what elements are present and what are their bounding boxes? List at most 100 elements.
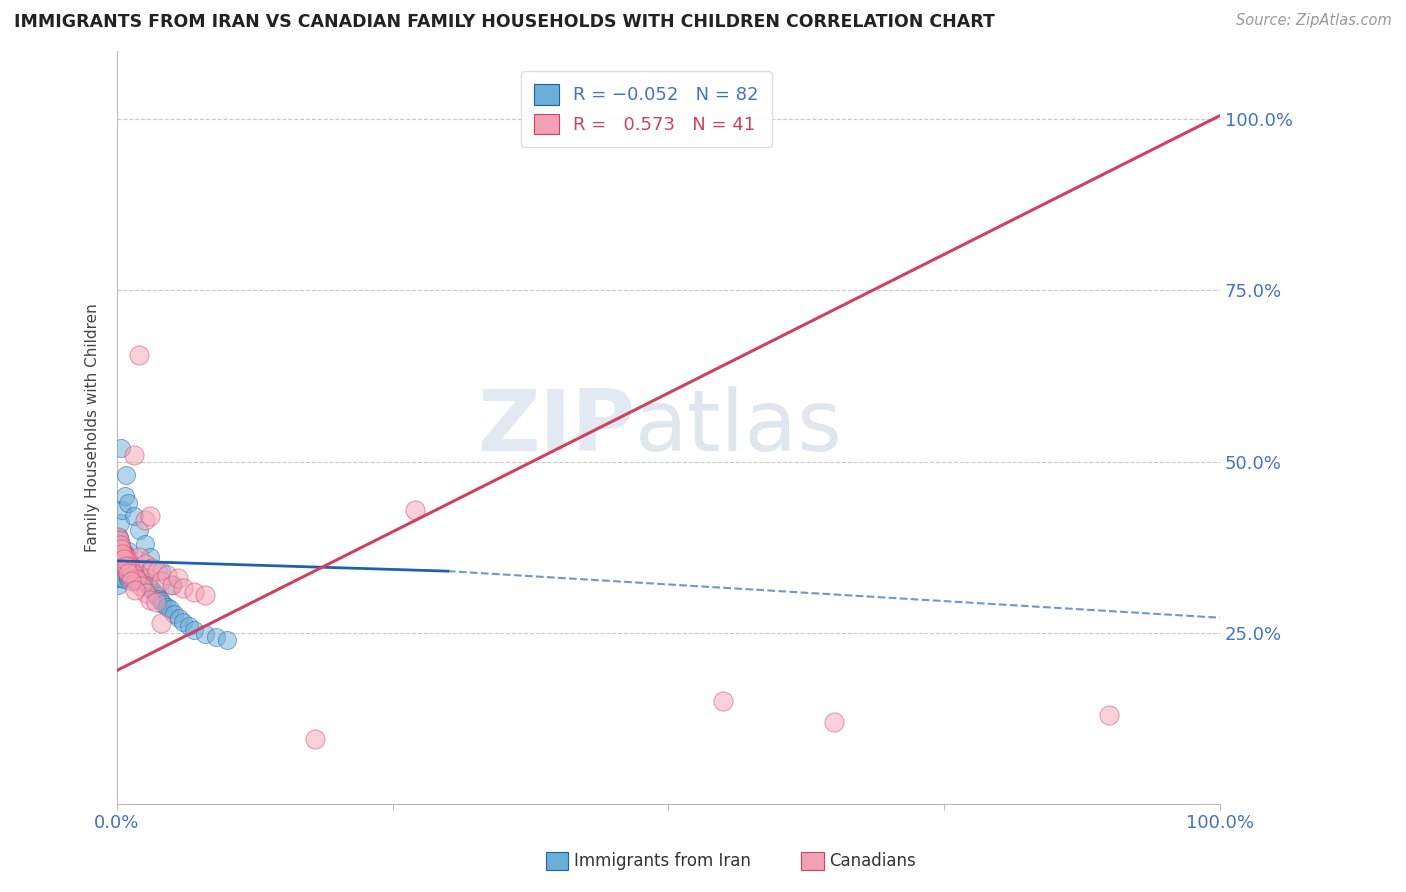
- Point: [128, 550, 150, 565]
- Point: [145, 564, 167, 578]
- Point: [131, 571, 153, 585]
- Point: [122, 448, 145, 462]
- Text: atlas: atlas: [636, 386, 844, 469]
- Point: [114, 564, 136, 578]
- Point: [145, 589, 167, 603]
- Point: [159, 602, 181, 616]
- Point: [108, 547, 131, 561]
- Point: [136, 578, 159, 592]
- Point: [107, 564, 129, 578]
- Point: [108, 560, 131, 574]
- Point: [122, 554, 145, 568]
- Point: [110, 441, 132, 455]
- Point: [139, 509, 162, 524]
- Point: [1098, 708, 1121, 723]
- Point: [122, 574, 145, 588]
- Point: [115, 550, 138, 565]
- Point: [117, 566, 139, 580]
- Point: [115, 554, 138, 568]
- Point: [122, 560, 145, 574]
- Point: [108, 571, 131, 585]
- Point: [110, 516, 132, 531]
- Point: [135, 576, 157, 591]
- Point: [129, 568, 152, 582]
- Point: [110, 540, 132, 554]
- Y-axis label: Family Households with Children: Family Households with Children: [86, 303, 100, 552]
- Point: [124, 561, 146, 575]
- Point: [129, 579, 152, 593]
- Point: [143, 586, 166, 600]
- FancyBboxPatch shape: [546, 852, 568, 870]
- Point: [120, 558, 142, 572]
- Point: [117, 543, 139, 558]
- Point: [194, 588, 217, 602]
- Point: [139, 581, 162, 595]
- Point: [163, 607, 186, 621]
- Point: [155, 599, 177, 614]
- Point: [114, 549, 136, 563]
- Point: [141, 583, 163, 598]
- Point: [134, 513, 156, 527]
- Point: [107, 550, 129, 565]
- Point: [117, 496, 139, 510]
- Point: [118, 558, 141, 573]
- Point: [114, 563, 136, 577]
- Point: [304, 731, 326, 746]
- Point: [110, 537, 132, 551]
- Point: [110, 551, 132, 566]
- Point: [110, 567, 132, 582]
- Point: [114, 549, 136, 563]
- Point: [111, 543, 134, 558]
- Point: [107, 533, 129, 548]
- Point: [145, 595, 167, 609]
- Point: [112, 547, 135, 561]
- Point: [128, 523, 150, 537]
- Point: [150, 574, 173, 589]
- Point: [114, 489, 136, 503]
- Point: [108, 543, 131, 558]
- Point: [118, 554, 141, 568]
- Point: [108, 530, 131, 544]
- Point: [150, 564, 173, 578]
- Point: [112, 558, 135, 573]
- Point: [166, 571, 188, 585]
- Text: Immigrants from Iran: Immigrants from Iran: [574, 852, 751, 870]
- Point: [134, 537, 156, 551]
- Point: [112, 551, 135, 566]
- Legend: R = −0.052   N = 82, R =   0.573   N = 41: R = −0.052 N = 82, R = 0.573 N = 41: [522, 71, 772, 147]
- Point: [120, 569, 142, 583]
- Point: [160, 578, 183, 592]
- Point: [152, 597, 174, 611]
- Point: [110, 540, 132, 554]
- Point: [205, 630, 228, 644]
- FancyBboxPatch shape: [801, 852, 824, 870]
- Point: [108, 533, 131, 548]
- Point: [128, 566, 150, 581]
- Point: [172, 581, 194, 595]
- Point: [110, 566, 132, 580]
- Point: [139, 593, 162, 607]
- Text: ZIP: ZIP: [478, 386, 636, 469]
- Point: [194, 627, 217, 641]
- Point: [114, 468, 136, 483]
- Point: [111, 571, 134, 585]
- Point: [160, 578, 183, 592]
- Point: [125, 563, 148, 577]
- Point: [404, 502, 426, 516]
- Point: [115, 564, 138, 578]
- Point: [183, 584, 205, 599]
- Point: [120, 571, 142, 585]
- Point: [112, 573, 135, 587]
- Point: [138, 579, 160, 593]
- Point: [110, 542, 132, 557]
- Point: [120, 574, 142, 589]
- Point: [129, 569, 152, 583]
- Point: [135, 586, 157, 600]
- Text: IMMIGRANTS FROM IRAN VS CANADIAN FAMILY HOUSEHOLDS WITH CHILDREN CORRELATION CHA: IMMIGRANTS FROM IRAN VS CANADIAN FAMILY …: [14, 13, 995, 31]
- Point: [125, 564, 148, 578]
- Point: [120, 560, 142, 574]
- Point: [110, 538, 132, 552]
- Point: [110, 558, 132, 572]
- Point: [114, 547, 136, 561]
- Point: [111, 547, 134, 561]
